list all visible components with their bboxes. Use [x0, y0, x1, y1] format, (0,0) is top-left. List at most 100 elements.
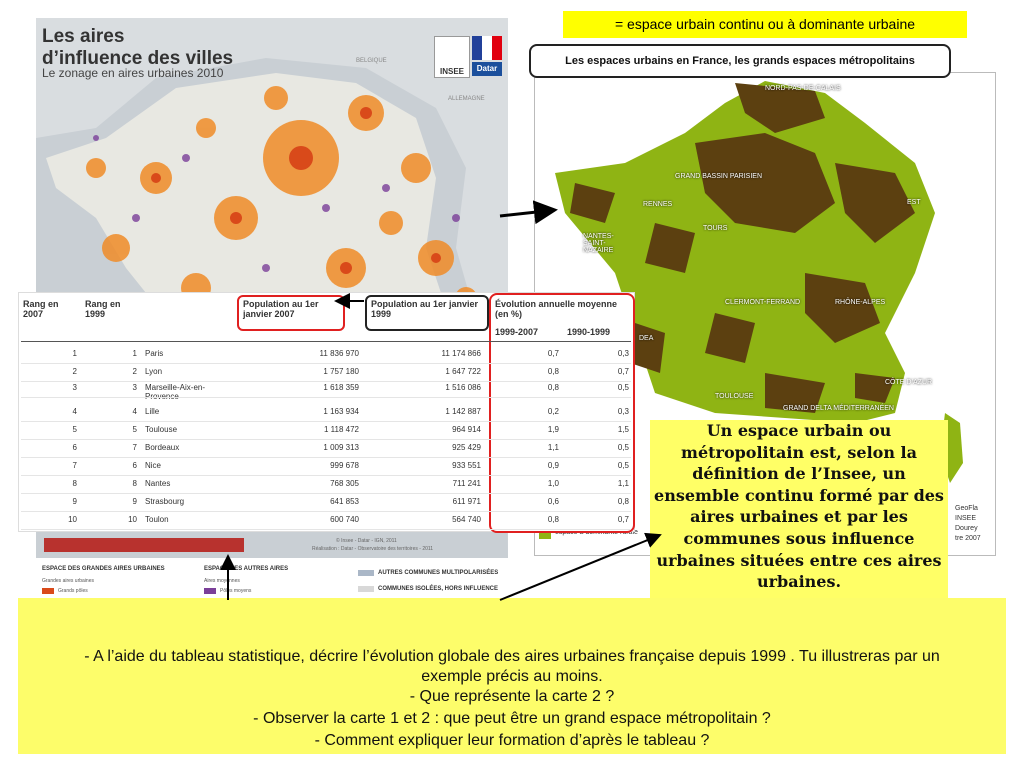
- cell-city: Toulon: [145, 515, 169, 524]
- france-metropolitan-map-svg: [539, 81, 963, 539]
- cell-pop-1999: 611 971: [452, 497, 481, 506]
- cell-evol-1990-1999: 0,3: [617, 407, 629, 416]
- table-row-divider: [21, 397, 631, 398]
- cell-pop-2007: 600 740: [330, 515, 359, 524]
- map1-title-line1: Les aires: [42, 26, 125, 47]
- cell-pop-2007: 1 009 313: [323, 443, 359, 452]
- map2-label-delta: GRAND DELTA MÉDITERRANÉEN: [783, 405, 894, 412]
- cell-rang-2007: 7: [72, 461, 77, 470]
- cell-rang-2007: 9: [72, 497, 77, 506]
- cell-evol-1999-2007: 0,2: [547, 407, 559, 416]
- cell-city: Paris: [145, 349, 164, 358]
- map1-title-line2: d’influence des villes: [42, 48, 234, 69]
- cell-rang-2007: 6: [72, 443, 77, 452]
- legend-col3-item2: COMMUNES ISOLÉES, HORS INFLUENCE: [378, 586, 499, 592]
- cell-pop-1999: 1 142 887: [445, 407, 481, 416]
- legend-col2-title: ESPACE DES AUTRES AIRES: [204, 566, 289, 572]
- table-row-divider: [21, 439, 631, 440]
- cell-evol-1990-1999: 0,7: [617, 367, 629, 376]
- legend-col2-item: Pôles moyens: [220, 588, 252, 594]
- map1-inset-bar: [44, 538, 244, 552]
- map2-source-4: tre 2007: [955, 535, 981, 542]
- cell-pop-1999: 1 516 086: [445, 383, 481, 392]
- map2-source-3: Dourey: [955, 525, 978, 532]
- cell-rang-1999: 9: [132, 497, 137, 506]
- cell-pop-1999: 1 647 722: [445, 367, 481, 376]
- map2-label-rennes: RENNES: [643, 201, 673, 208]
- map2-label-nantes: NANTES-SAINT-NAZAIRE: [583, 233, 614, 254]
- cell-pop-1999: 925 429: [452, 443, 481, 452]
- map1-subtitle: Le zonage en aires urbaines 2010: [42, 66, 224, 80]
- map1-realisation: Réalisation : Datar - Observatoire des t…: [312, 546, 434, 552]
- map1-source: © Insee - Datar - IGN, 2011: [336, 538, 397, 544]
- cell-pop-2007: 1 163 934: [323, 407, 359, 416]
- cell-rang-1999: 1: [132, 349, 137, 358]
- country-label-belgique: BELGIQUE: [356, 58, 387, 64]
- arrow-map1-to-map2: [499, 200, 558, 225]
- cell-city: Lyon: [145, 367, 163, 376]
- cell-rang-2007: 8: [72, 479, 77, 488]
- map2-title: Les espaces urbains en France, les grand…: [529, 44, 951, 78]
- table-row-divider: [21, 421, 631, 422]
- cell-rang-1999: 10: [128, 515, 137, 524]
- legend-col1-title: ESPACE DES GRANDES AIRES URBAINES: [42, 566, 165, 572]
- definition-box: Un espace urbain ou métropolitain est, s…: [650, 420, 948, 600]
- cell-evol-1999-2007: 0,6: [547, 497, 559, 506]
- cell-evol-1999-2007: 1,1: [547, 443, 559, 452]
- arrow-definition-to-map: [499, 532, 662, 601]
- table-row-divider: [21, 363, 631, 364]
- cell-city: Lille: [145, 407, 160, 416]
- cell-city: Marseille-Aix-en-Provence: [145, 383, 206, 401]
- map2-label-paris: GRAND BASSIN PARISIEN: [675, 173, 763, 180]
- table-row-divider: [21, 529, 631, 530]
- question-1-line-1: - A l’aide du tableau statistique, décri…: [84, 648, 940, 665]
- map2-label-clermont: CLERMONT-FERRAND: [725, 299, 801, 306]
- cell-rang-1999: 6: [132, 461, 137, 470]
- legend-swatch-grands-poles: [42, 588, 54, 594]
- header-population-2007: Population au 1er janvier 2007: [237, 295, 345, 331]
- cell-evol-1999-2007: 1,9: [547, 425, 559, 434]
- map2-label-nord: NORD-PAS-DE-CALAIS: [765, 85, 841, 92]
- aires-urbaines-table: Rang en 2007 Rang en 1999 Population au …: [18, 292, 635, 533]
- cell-city: Bordeaux: [145, 443, 180, 452]
- cell-pop-1999: 711 241: [452, 479, 481, 488]
- cell-pop-2007: 768 305: [330, 479, 359, 488]
- question-4: - Comment expliquer leur formation d’apr…: [314, 732, 710, 749]
- cell-pop-1999: 564 740: [452, 515, 481, 524]
- map2-label-toulouse: TOULOUSE: [715, 393, 754, 400]
- legend-col1-item: Grands pôles: [58, 588, 88, 594]
- datar-logo: Datar: [472, 62, 502, 76]
- legend-col3-item1: AUTRES COMMUNES MULTIPOLARISÉES: [378, 570, 499, 576]
- legend-swatch-poles-moyens: [204, 588, 216, 594]
- cell-evol-1990-1999: 0,5: [617, 443, 629, 452]
- cell-pop-2007: 11 836 970: [319, 349, 359, 358]
- cell-pop-1999: 11 174 866: [441, 349, 481, 358]
- question-3: - Observer la carte 1 et 2 : que peut êt…: [253, 710, 771, 727]
- header-rang-2007: Rang en 2007: [23, 299, 59, 319]
- cell-evol-1990-1999: 1,1: [617, 479, 629, 488]
- cell-rang-1999: 5: [132, 425, 137, 434]
- legend-col1-subtitle: Grandes aires urbaines: [42, 578, 94, 584]
- cell-rang-1999: 2: [132, 367, 137, 376]
- cell-rang-1999: 8: [132, 479, 137, 488]
- cell-rang-1999: 4: [132, 407, 137, 416]
- cell-city: Toulouse: [145, 425, 178, 434]
- cell-rang-2007: 3: [72, 383, 77, 392]
- table-row-divider: [21, 381, 631, 382]
- table-row-divider: [21, 475, 631, 476]
- map2-label-tours: TOURS: [703, 225, 728, 232]
- cell-pop-2007: 641 853: [330, 497, 359, 506]
- cell-pop-1999: 964 914: [452, 425, 481, 434]
- cell-evol-1999-2007: 0,7: [547, 349, 559, 358]
- map2-label-rhone: RHÔNE-ALPES: [835, 299, 886, 306]
- cell-rang-1999: 3: [132, 383, 137, 392]
- cell-evol-1999-2007: 0,9: [547, 461, 559, 470]
- cell-evol-1999-2007: 1,0: [547, 479, 559, 488]
- header-evolution: Évolution annuelle moyenne (en %): [495, 299, 618, 319]
- question-1-line-2: exemple précis au moins.: [421, 668, 603, 685]
- cell-city: Nantes: [145, 479, 171, 488]
- cell-evol-1990-1999: 0,5: [617, 461, 629, 470]
- legend-swatch-multipolarisees: [358, 570, 374, 576]
- cell-rang-2007: 1: [72, 349, 77, 358]
